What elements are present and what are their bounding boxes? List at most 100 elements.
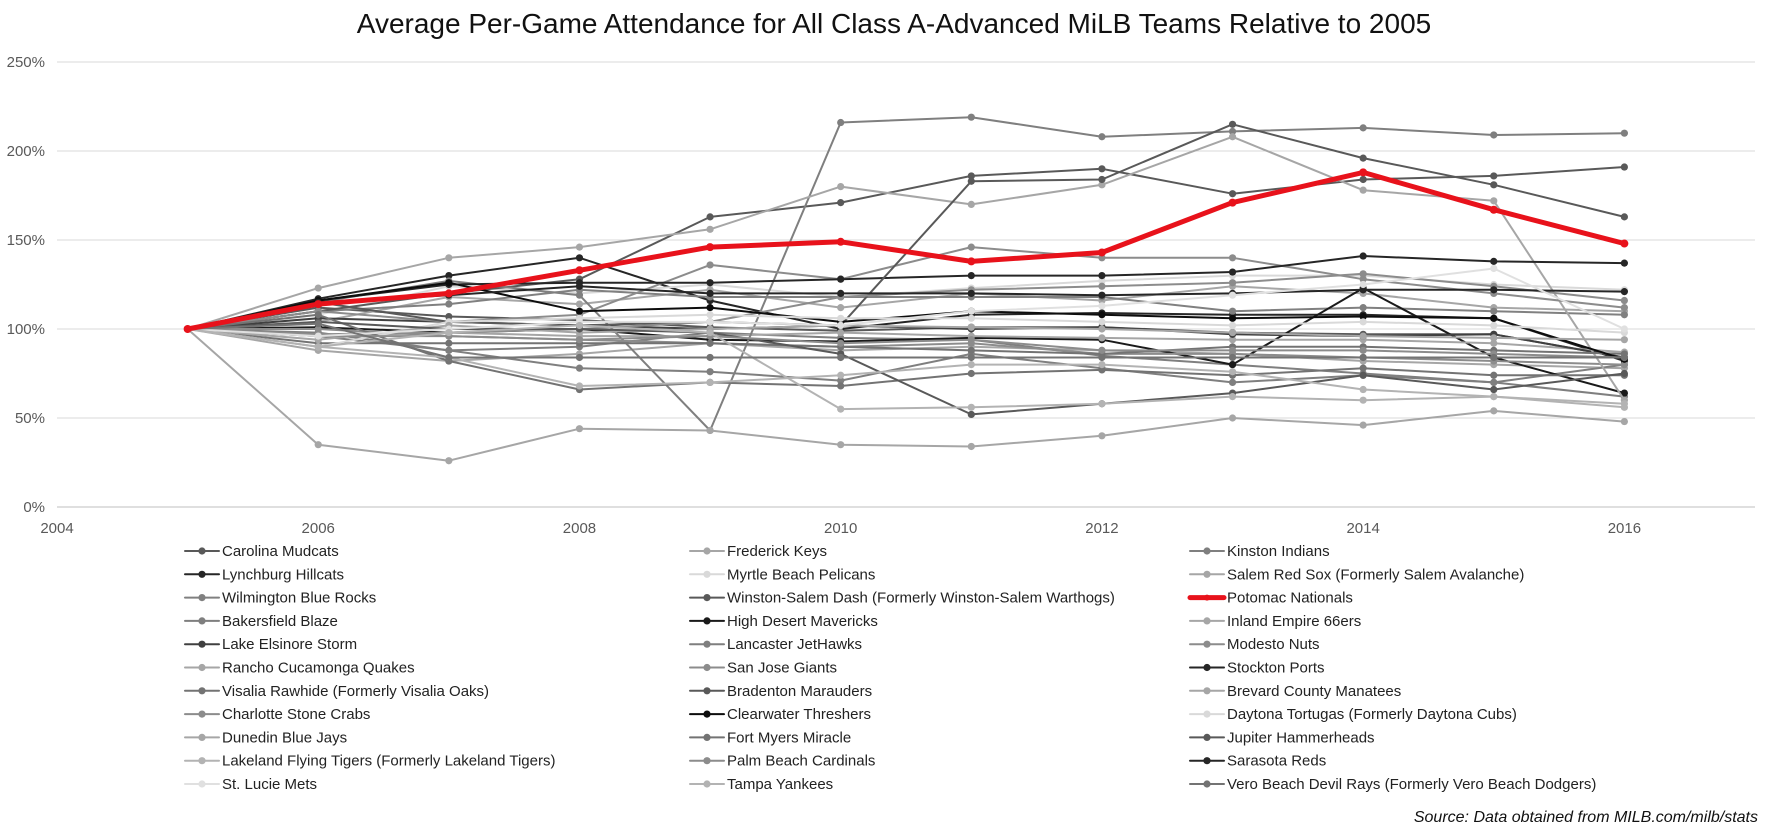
y-tick-label: 100% bbox=[7, 321, 45, 338]
legend-label: Carolina Mudcats bbox=[222, 543, 339, 560]
x-tick-label: 2016 bbox=[1608, 520, 1641, 537]
data-point bbox=[837, 183, 845, 191]
data-point bbox=[1620, 369, 1628, 378]
data-point bbox=[1359, 371, 1367, 379]
data-point bbox=[1098, 318, 1106, 326]
data-point bbox=[1359, 312, 1367, 321]
legend-item: Lancaster JetHawks bbox=[689, 636, 862, 653]
data-point bbox=[445, 272, 453, 280]
data-point bbox=[1359, 396, 1367, 404]
legend-label: Stockton Ports bbox=[1227, 660, 1325, 677]
chart-title: Average Per-Game Attendance for All Clas… bbox=[356, 8, 1432, 39]
data-point bbox=[183, 325, 192, 333]
data-point bbox=[967, 307, 975, 315]
legend-label: Lake Elsinore Storm bbox=[222, 636, 357, 653]
series-line bbox=[186, 324, 1626, 411]
legend-label: St. Lucie Mets bbox=[222, 776, 317, 793]
legend-marker-icon bbox=[703, 710, 711, 718]
legend-marker-icon bbox=[703, 663, 711, 672]
data-point bbox=[967, 361, 975, 369]
data-point bbox=[706, 213, 714, 221]
data-point bbox=[1620, 389, 1628, 397]
data-point bbox=[1098, 432, 1106, 440]
x-tick-label: 2004 bbox=[40, 520, 73, 537]
data-point bbox=[837, 328, 845, 337]
data-point bbox=[314, 311, 322, 319]
data-point bbox=[837, 371, 845, 379]
series-line bbox=[186, 256, 1626, 362]
data-point bbox=[706, 261, 714, 269]
legend-item: Charlotte Stone Crabs bbox=[184, 706, 370, 723]
legend-item: Kinston Indians bbox=[1189, 543, 1330, 560]
legend-label: Tampa Yankees bbox=[727, 776, 833, 793]
legend-label: Winston-Salem Dash (Formerly Winston-Sal… bbox=[727, 590, 1115, 607]
legend-label: Brevard County Manatees bbox=[1227, 683, 1401, 700]
data-point bbox=[967, 353, 975, 362]
data-point bbox=[1620, 163, 1628, 171]
legend-item: Carolina Mudcats bbox=[184, 543, 339, 560]
data-point bbox=[575, 291, 584, 299]
data-point bbox=[314, 300, 323, 309]
series-line bbox=[186, 135, 1626, 402]
data-point bbox=[1489, 205, 1498, 214]
data-point bbox=[1620, 129, 1628, 137]
legend-item: Clearwater Threshers bbox=[689, 706, 871, 723]
data-point bbox=[1490, 257, 1498, 265]
data-point bbox=[1490, 321, 1498, 330]
y-tick-label: 200% bbox=[7, 143, 45, 160]
data-point bbox=[1490, 181, 1498, 189]
data-point bbox=[1359, 252, 1367, 260]
legend-marker-icon bbox=[198, 710, 206, 718]
data-point bbox=[445, 339, 453, 347]
data-point bbox=[1490, 264, 1498, 273]
series-line bbox=[186, 313, 1626, 391]
legend-marker-icon bbox=[703, 594, 711, 602]
legend-marker-icon bbox=[198, 780, 206, 788]
legend-item: Bradenton Marauders bbox=[689, 683, 872, 700]
legend-item: High Desert Mavericks bbox=[689, 613, 878, 630]
data-point bbox=[1228, 328, 1237, 337]
data-point bbox=[837, 314, 845, 322]
legend-label: Bradenton Marauders bbox=[727, 683, 872, 700]
data-point bbox=[1490, 393, 1498, 401]
data-point bbox=[1098, 277, 1106, 285]
data-point bbox=[1228, 314, 1237, 322]
data-point bbox=[967, 257, 976, 266]
legend-item: Sarasota Reds bbox=[1189, 753, 1326, 770]
data-point bbox=[1228, 307, 1237, 315]
legend-item: Tampa Yankees bbox=[689, 776, 833, 793]
data-point bbox=[1490, 172, 1498, 180]
data-point bbox=[967, 113, 975, 121]
data-point bbox=[445, 300, 453, 308]
data-point bbox=[1228, 346, 1237, 354]
data-point bbox=[967, 403, 975, 411]
legend-item: Lake Elsinore Storm bbox=[184, 636, 357, 653]
data-point bbox=[967, 314, 975, 322]
legend-label: Frederick Keys bbox=[727, 543, 827, 560]
data-point bbox=[967, 323, 975, 331]
legend-marker-icon bbox=[1203, 640, 1211, 648]
data-point bbox=[967, 336, 975, 344]
legend-label: Bakersfield Blaze bbox=[222, 613, 338, 630]
legend-label: Daytona Tortugas (Formerly Daytona Cubs) bbox=[1227, 706, 1517, 723]
legend-item: Rancho Cucamonga Quakes bbox=[184, 660, 415, 677]
data-point bbox=[1490, 407, 1498, 415]
data-point bbox=[1228, 353, 1237, 362]
legend-marker-icon bbox=[1203, 757, 1211, 765]
data-point bbox=[575, 307, 584, 315]
series-line bbox=[186, 306, 1626, 359]
legend-marker-icon bbox=[703, 733, 711, 742]
data-point bbox=[1490, 385, 1498, 394]
legend-item: Lynchburg Hillcats bbox=[184, 566, 344, 583]
legend-label: Visalia Rawhide (Formerly Visalia Oaks) bbox=[222, 683, 489, 700]
legend-label: Myrtle Beach Pelicans bbox=[727, 566, 875, 583]
legend-label: Kinston Indians bbox=[1227, 543, 1330, 560]
data-point bbox=[1228, 361, 1237, 369]
data-point bbox=[706, 243, 715, 252]
data-point bbox=[1490, 371, 1498, 379]
series-line bbox=[186, 288, 1626, 330]
legend-marker-icon bbox=[1203, 663, 1211, 672]
data-point bbox=[1098, 302, 1106, 310]
data-point bbox=[706, 353, 714, 362]
legend: Carolina Mudcats Frederick Keys Kinston In… bbox=[184, 543, 1596, 793]
